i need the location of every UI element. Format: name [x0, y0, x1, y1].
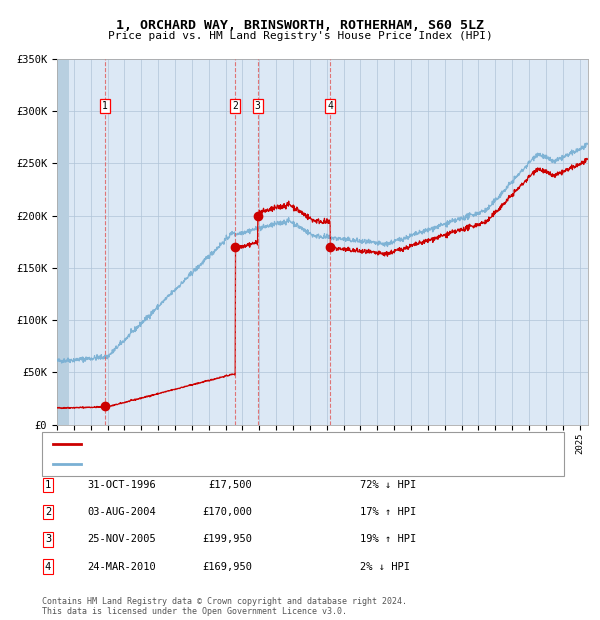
Text: 1, ORCHARD WAY, BRINSWORTH, ROTHERHAM, S60 5LZ (detached house): 1, ORCHARD WAY, BRINSWORTH, ROTHERHAM, S… — [88, 439, 458, 449]
Text: £199,950: £199,950 — [202, 534, 252, 544]
Text: £170,000: £170,000 — [202, 507, 252, 517]
Text: Price paid vs. HM Land Registry's House Price Index (HPI): Price paid vs. HM Land Registry's House … — [107, 31, 493, 41]
Bar — [57, 59, 69, 425]
Text: 31-OCT-1996: 31-OCT-1996 — [87, 480, 156, 490]
Text: 17% ↑ HPI: 17% ↑ HPI — [360, 507, 416, 517]
Text: £169,950: £169,950 — [202, 562, 252, 572]
Text: 2: 2 — [232, 101, 238, 111]
Text: 25-NOV-2005: 25-NOV-2005 — [87, 534, 156, 544]
Text: 3: 3 — [254, 101, 260, 111]
Text: 1: 1 — [102, 101, 107, 111]
Text: 1: 1 — [45, 480, 51, 490]
Text: HPI: Average price, detached house, Rotherham: HPI: Average price, detached house, Roth… — [88, 459, 353, 469]
Text: 3: 3 — [45, 534, 51, 544]
Text: 72% ↓ HPI: 72% ↓ HPI — [360, 480, 416, 490]
Text: 03-AUG-2004: 03-AUG-2004 — [87, 507, 156, 517]
Text: 4: 4 — [45, 562, 51, 572]
Text: This data is licensed under the Open Government Licence v3.0.: This data is licensed under the Open Gov… — [42, 607, 347, 616]
Text: Contains HM Land Registry data © Crown copyright and database right 2024.: Contains HM Land Registry data © Crown c… — [42, 597, 407, 606]
Text: 19% ↑ HPI: 19% ↑ HPI — [360, 534, 416, 544]
Text: 2% ↓ HPI: 2% ↓ HPI — [360, 562, 410, 572]
Text: 1, ORCHARD WAY, BRINSWORTH, ROTHERHAM, S60 5LZ: 1, ORCHARD WAY, BRINSWORTH, ROTHERHAM, S… — [116, 19, 484, 32]
Text: 2: 2 — [45, 507, 51, 517]
Text: 4: 4 — [328, 101, 334, 111]
Text: £17,500: £17,500 — [208, 480, 252, 490]
Text: 24-MAR-2010: 24-MAR-2010 — [87, 562, 156, 572]
